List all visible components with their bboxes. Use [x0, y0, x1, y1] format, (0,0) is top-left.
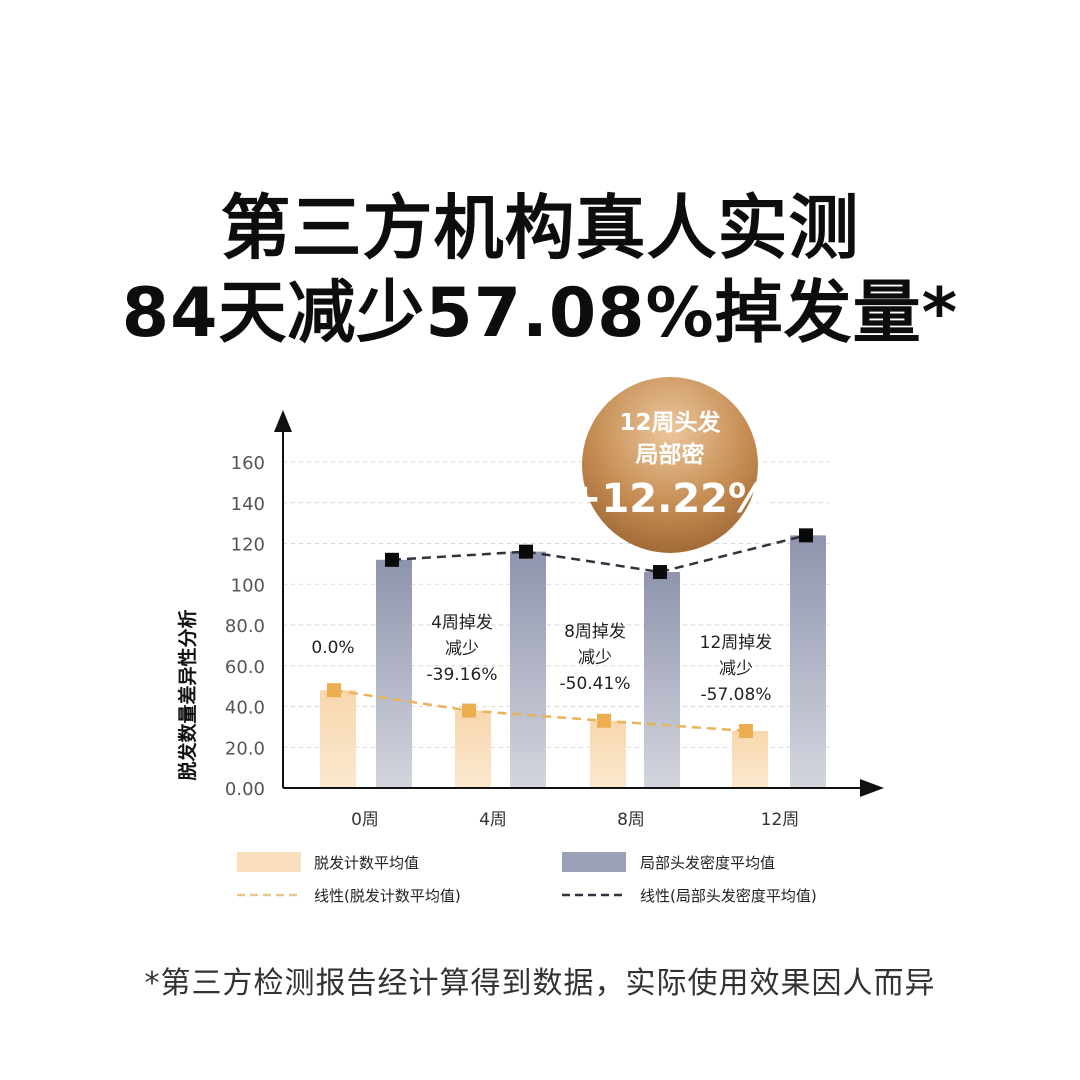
badge-value: +12.22% — [568, 476, 768, 522]
axes — [274, 410, 884, 797]
y-tick-label: 140 — [231, 494, 265, 515]
x-axis-arrow — [860, 779, 884, 797]
marker-density — [385, 552, 399, 567]
annotation-label: -50.41% — [560, 674, 631, 694]
x-tick-label: 4周 — [479, 810, 507, 830]
x-tick-label: 8周 — [617, 810, 645, 830]
bar-hair-loss — [455, 710, 491, 788]
x-tick-label: 0周 — [351, 810, 379, 830]
density-badge: 12周头发 局部密 +12.22% — [568, 377, 768, 553]
annotation-label: 减少 — [445, 639, 479, 659]
annotation-label: 4周掉发 — [431, 613, 493, 633]
trend-line-hair-loss — [333, 688, 747, 733]
bar-hair-loss — [320, 690, 356, 788]
trend-lines — [327, 528, 813, 738]
chart-labels: 0.00 20.0 40.0 60.0 80.0 100 120 140 160 0周 4周 8周 12… — [176, 453, 799, 830]
bar-hair-loss — [732, 730, 768, 788]
y-tick-label: 160 — [231, 453, 265, 474]
legend-label-density: 局部头发密度平均值 — [640, 854, 775, 872]
bar-hair-loss — [590, 720, 626, 788]
grid-lines — [283, 461, 830, 748]
bars — [320, 535, 826, 788]
badge-circle — [582, 377, 758, 553]
y-tick-label: 20.0 — [225, 738, 265, 759]
annotation-label: 减少 — [578, 648, 612, 668]
y-tick-label: 40.0 — [225, 698, 265, 719]
bar-density — [376, 559, 412, 788]
marker-hair-loss — [462, 703, 476, 718]
y-tick-label: 60.0 — [225, 657, 265, 678]
bar-density — [644, 572, 680, 788]
marker-density — [653, 565, 667, 580]
y-axis-arrow — [274, 410, 292, 432]
y-tick-label: 80.0 — [225, 616, 265, 637]
y-tick-label: 0.00 — [225, 779, 265, 800]
marker-density — [519, 544, 533, 559]
bar-density — [790, 535, 826, 788]
bar-density — [510, 551, 546, 788]
headline-line-2: 84天减少57.08%掉发量* — [121, 274, 959, 353]
legend-label-trend-hair-loss: 线性(脱发计数平均值) — [314, 887, 461, 905]
annotation-label: 减少 — [719, 659, 753, 679]
badge-line-1: 12周头发 — [619, 409, 720, 436]
legend-swatch-hair-loss — [237, 852, 301, 872]
legend-label-trend-density: 线性(局部头发密度平均值) — [640, 887, 817, 905]
marker-hair-loss — [739, 723, 753, 738]
x-tick-label: 12周 — [761, 810, 800, 830]
legend-label-hair-loss: 脱发计数平均值 — [314, 854, 419, 872]
footnote: *第三方检测报告经计算得到数据，实际使用效果因人而异 — [144, 966, 936, 1001]
annotation-label: -39.16% — [427, 665, 498, 685]
annotation-label: 12周掉发 — [700, 633, 773, 653]
marker-hair-loss — [327, 683, 341, 698]
marker-hair-loss — [597, 713, 611, 728]
annotation-label: -57.08% — [701, 685, 772, 705]
y-tick-label: 100 — [231, 575, 265, 596]
legend-swatch-density — [562, 852, 626, 872]
y-axis-label: 脱发数量差异性分析 — [176, 609, 199, 780]
marker-density — [799, 528, 813, 543]
headline-line-1: 第三方机构真人实测 — [220, 187, 860, 269]
annotation-label: 0.0% — [311, 638, 354, 658]
y-tick-label: 120 — [231, 535, 265, 556]
badge-line-2: 局部密 — [636, 441, 705, 468]
annotation-label: 8周掉发 — [564, 622, 626, 642]
trend-line-density — [391, 534, 807, 574]
